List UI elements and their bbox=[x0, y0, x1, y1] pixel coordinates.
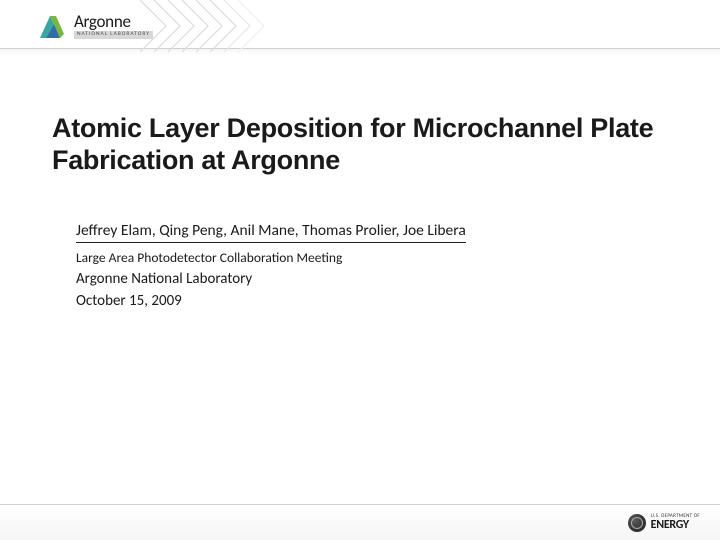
slide-footer: U.S. DEPARTMENT OF ENERGY bbox=[0, 504, 720, 540]
doe-text: U.S. DEPARTMENT OF ENERGY bbox=[651, 514, 700, 531]
date-line: October 15, 2009 bbox=[76, 292, 668, 310]
doe-main: ENERGY bbox=[651, 519, 700, 531]
affiliation-line: Argonne National Laboratory bbox=[76, 270, 668, 288]
slide-header: Argonne NATIONAL LABORATORY bbox=[0, 0, 720, 82]
argonne-logo: Argonne NATIONAL LABORATORY bbox=[36, 12, 153, 40]
authors-line: Jeffrey Elam, Qing Peng, Anil Mane, Thom… bbox=[76, 221, 466, 243]
header-chevrons-icon bbox=[140, 0, 400, 55]
slide-title: Atomic Layer Deposition for Microchannel… bbox=[52, 112, 668, 177]
meeting-line: Large Area Photodetector Collaboration M… bbox=[76, 249, 668, 266]
doe-seal-icon bbox=[628, 514, 646, 532]
doe-logo: U.S. DEPARTMENT OF ENERGY bbox=[628, 514, 700, 532]
slide-content: Atomic Layer Deposition for Microchannel… bbox=[52, 112, 668, 310]
argonne-logo-mark bbox=[36, 12, 68, 40]
slide-meta: Jeffrey Elam, Qing Peng, Anil Mane, Thom… bbox=[76, 221, 668, 310]
